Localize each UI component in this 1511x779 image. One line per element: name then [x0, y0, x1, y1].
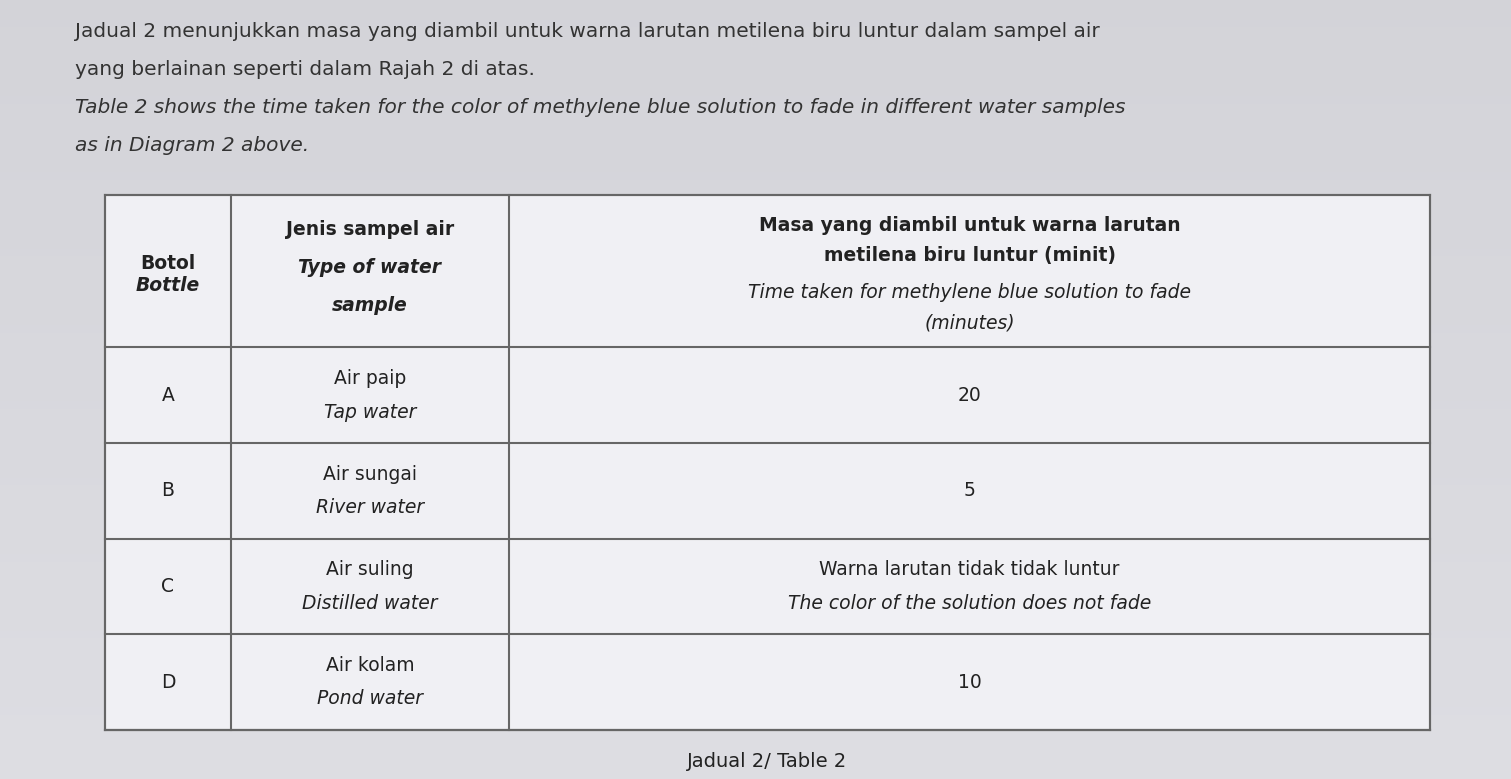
Text: Air paip: Air paip	[334, 369, 406, 388]
Text: Masa yang diambil untuk warna larutan: Masa yang diambil untuk warna larutan	[759, 216, 1180, 235]
Text: Table 2 shows the time taken for the color of methylene blue solution to fade in: Table 2 shows the time taken for the col…	[76, 98, 1126, 117]
Text: Pond water: Pond water	[317, 689, 423, 708]
Text: River water: River water	[316, 498, 425, 517]
Text: (minutes): (minutes)	[925, 314, 1015, 333]
Text: Air suling: Air suling	[326, 560, 414, 580]
Text: B: B	[162, 481, 174, 500]
Text: Time taken for methylene blue solution to fade: Time taken for methylene blue solution t…	[748, 283, 1191, 302]
Text: C: C	[162, 577, 174, 596]
Text: Warna larutan tidak tidak luntur: Warna larutan tidak tidak luntur	[819, 560, 1120, 580]
Text: 10: 10	[958, 673, 982, 692]
Text: Air sungai: Air sungai	[323, 465, 417, 484]
Text: Air kolam: Air kolam	[326, 656, 414, 675]
Text: yang berlainan seperti dalam Rajah 2 di atas.: yang berlainan seperti dalam Rajah 2 di …	[76, 60, 535, 79]
Bar	[104, 195, 1429, 730]
Text: Tap water: Tap water	[323, 403, 416, 421]
Text: as in Diagram 2 above.: as in Diagram 2 above.	[76, 136, 310, 155]
Text: 20: 20	[958, 386, 982, 405]
Text: Jadual 2 menunjukkan masa yang diambil untuk warna larutan metilena biru luntur : Jadual 2 menunjukkan masa yang diambil u…	[76, 22, 1100, 41]
Text: metilena biru luntur (minit): metilena biru luntur (minit)	[823, 246, 1115, 266]
Text: Jadual 2/ Table 2: Jadual 2/ Table 2	[688, 752, 848, 771]
Text: Distilled water: Distilled water	[302, 594, 438, 613]
Text: sample: sample	[332, 296, 408, 315]
Text: A: A	[162, 386, 174, 405]
Text: The color of the solution does not fade: The color of the solution does not fade	[787, 594, 1151, 613]
Text: Type of water: Type of water	[299, 258, 441, 277]
Text: Jenis sampel air: Jenis sampel air	[286, 220, 455, 239]
Text: 5: 5	[964, 481, 976, 500]
Text: Bottle: Bottle	[136, 276, 199, 294]
Text: Botol: Botol	[141, 254, 195, 273]
Text: D: D	[160, 673, 175, 692]
